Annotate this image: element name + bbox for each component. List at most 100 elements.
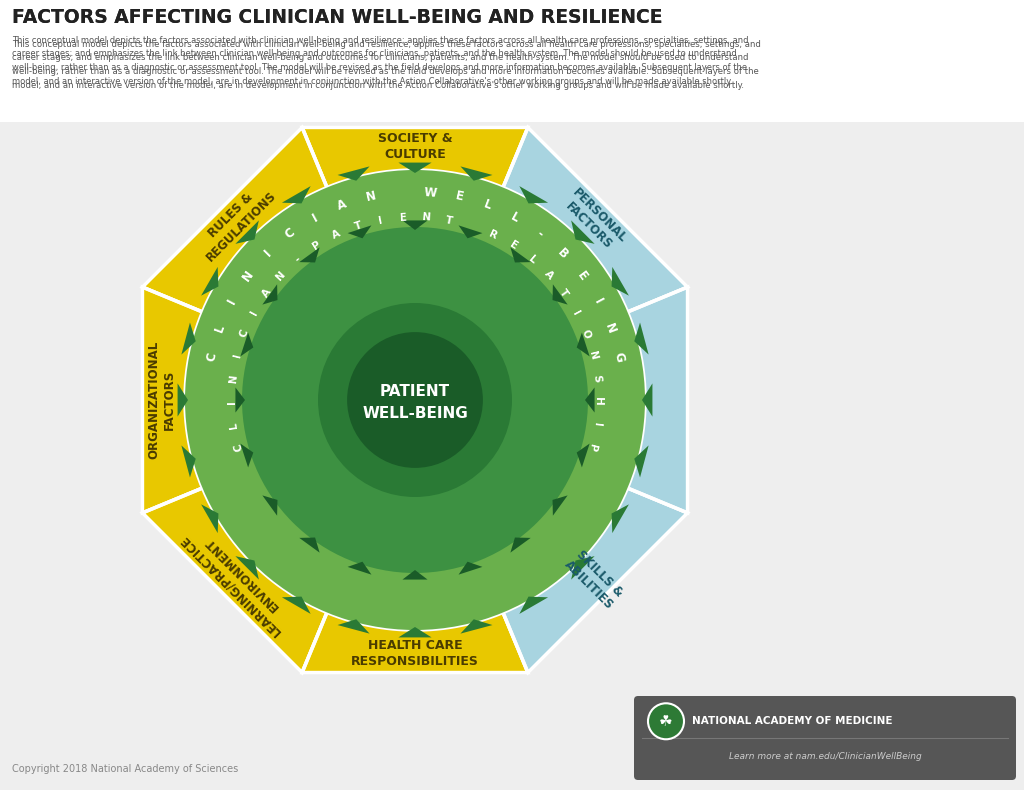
Text: L: L [526,254,538,265]
Text: G: G [611,351,626,363]
Text: I: I [310,211,321,224]
Polygon shape [461,167,493,181]
Text: L: L [509,210,521,225]
Polygon shape [402,220,428,230]
Text: HEALTH CARE
RESPONSIBILITIES: HEALTH CARE RESPONSIBILITIES [351,639,479,668]
Polygon shape [519,186,548,203]
Text: well-being, rather than as a diagnostic or assessment tool. The model will be re: well-being, rather than as a diagnostic … [12,67,759,76]
Text: P: P [310,239,323,252]
Polygon shape [398,627,431,638]
Text: LEARNING/PRACTICE
ENVIRONMENT: LEARNING/PRACTICE ENVIRONMENT [177,521,294,638]
Polygon shape [262,495,278,516]
Polygon shape [302,127,528,187]
Polygon shape [236,387,245,412]
Text: Learn more at nam.edu/ClinicianWellBeing: Learn more at nam.edu/ClinicianWellBeing [729,752,922,761]
Text: E: E [399,213,408,223]
Text: O: O [580,328,592,340]
Text: B: B [555,246,570,261]
Circle shape [242,227,588,573]
Polygon shape [338,619,370,634]
Text: model, and an interactive version of the model, are in development in conjunctio: model, and an interactive version of the… [12,81,744,89]
Polygon shape [347,562,372,574]
Polygon shape [142,287,203,513]
Text: I: I [232,353,243,359]
Text: L: L [228,421,239,429]
Polygon shape [503,488,687,672]
Polygon shape [585,387,595,412]
Text: P: P [586,442,598,453]
Polygon shape [634,322,648,355]
Polygon shape [142,127,327,312]
Text: C: C [239,329,251,339]
Polygon shape [577,333,590,356]
Polygon shape [142,488,327,672]
Polygon shape [611,504,629,533]
Polygon shape [577,443,590,468]
Polygon shape [236,220,259,244]
Text: career stages; and emphasizes the link between clinician well-being and outcomes: career stages; and emphasizes the link b… [12,54,749,62]
Text: N: N [240,268,256,284]
Polygon shape [503,127,687,312]
Text: L: L [212,322,227,334]
Text: RULES &
REGULATIONS: RULES & REGULATIONS [193,178,279,264]
Text: L: L [482,198,494,213]
Text: NATIONAL ACADEMY OF MEDICINE: NATIONAL ACADEMY OF MEDICINE [692,717,893,726]
Polygon shape [634,446,648,477]
Polygon shape [553,495,567,516]
Text: career stages; and emphasizes the link between clinician well-being and outcomes: career stages; and emphasizes the link b… [12,50,736,58]
Text: C: C [232,442,244,453]
Text: I: I [570,309,582,317]
Text: FACTORS AFFECTING CLINICIAN WELL-BEING AND RESILIENCE: FACTORS AFFECTING CLINICIAN WELL-BEING A… [12,8,663,27]
Polygon shape [201,504,218,533]
Text: E: E [574,269,590,283]
Text: ☘: ☘ [659,714,673,729]
Text: well-being, rather than as a diagnostic or assessment tool. The model will be re: well-being, rather than as a diagnostic … [12,63,748,72]
Polygon shape [398,163,431,173]
Text: FACTORS AFFECTING CLINICIAN WELL-BEING AND RESILIENCE: FACTORS AFFECTING CLINICIAN WELL-BEING A… [12,8,663,27]
Polygon shape [302,612,528,672]
Text: C: C [204,351,219,363]
Text: This conceptual model depicts the factors associated with clinician well-being a: This conceptual model depicts the factor… [12,40,761,49]
Polygon shape [611,267,629,295]
Polygon shape [519,596,548,614]
Polygon shape [510,247,530,262]
Polygon shape [241,333,253,356]
Text: C: C [283,226,297,242]
Polygon shape [459,225,482,239]
Text: T: T [557,288,569,299]
Text: SOCIETY &
CULTURE: SOCIETY & CULTURE [378,133,453,161]
Text: -: - [293,254,303,265]
Circle shape [185,170,645,630]
Text: PERSONAL
FACTORS: PERSONAL FACTORS [559,186,630,256]
Text: I: I [227,400,237,404]
Text: model, and an interactive version of the model, are in development in conjunctio: model, and an interactive version of the… [12,77,732,85]
Text: N: N [602,322,618,335]
Polygon shape [402,570,428,580]
Polygon shape [459,562,482,574]
Text: -: - [535,227,546,240]
Text: E: E [508,239,519,252]
Text: T: T [445,215,454,226]
Polygon shape [571,220,595,244]
Text: I: I [378,215,383,226]
Text: T: T [353,220,364,232]
Text: A: A [543,269,555,282]
Text: PATIENT: PATIENT [380,385,451,400]
Text: ORGANIZATIONAL
FACTORS: ORGANIZATIONAL FACTORS [147,340,176,459]
Text: S: S [591,374,602,383]
Polygon shape [642,383,652,416]
Text: A: A [260,287,272,299]
Text: N: N [365,190,377,204]
Polygon shape [181,322,196,355]
Text: N: N [227,374,239,383]
Text: R: R [487,228,499,241]
Polygon shape [181,446,196,477]
Polygon shape [177,383,188,416]
Text: WELL-BEING: WELL-BEING [362,405,468,420]
Text: E: E [454,190,465,204]
Polygon shape [201,267,218,295]
Polygon shape [571,556,595,580]
Text: Copyright 2018 National Academy of Sciences: Copyright 2018 National Academy of Scien… [12,764,239,774]
Text: W: W [423,186,437,200]
Polygon shape [338,167,370,181]
